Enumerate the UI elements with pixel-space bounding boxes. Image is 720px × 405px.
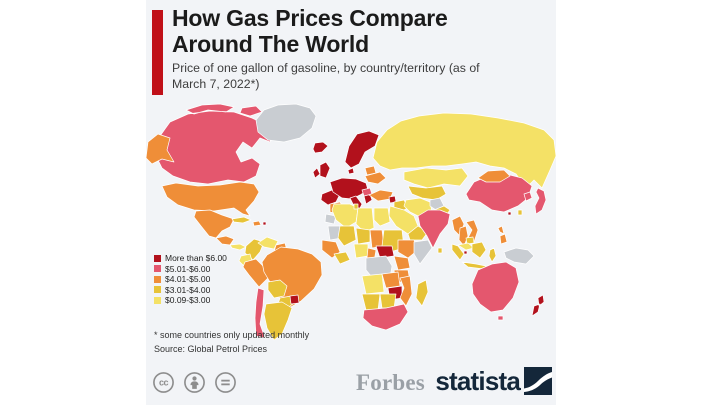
region-uk-ireland: United Kingdom / Ireland <box>312 161 331 179</box>
world-map-svg: RussiaKazakhstanCentral Asia CanadaAlaska… <box>146 103 556 341</box>
region-western-sahara: Western Sahara <box>324 213 337 225</box>
region-ghana-ivory-coast: Ghana / Ivory Coast <box>333 251 351 265</box>
region-canada: Canada <box>155 103 274 185</box>
region-guatemala-honduras: Guatemala / Honduras <box>215 235 235 246</box>
page-title: How Gas Prices Compare Around The World <box>172 5 448 58</box>
region-south-korea: South Korea <box>523 191 533 202</box>
legend-swatch <box>154 254 161 262</box>
legend-item-gt6: More than $6.00 <box>154 253 227 264</box>
region-new-zealand: New Zealand <box>531 294 545 317</box>
region-niger: Niger <box>355 227 371 245</box>
region-ukraine: Ukraine <box>364 171 387 185</box>
legend-label: More than $6.00 <box>165 253 227 263</box>
source-credit: Source: Global Petrol Prices <box>154 344 268 354</box>
region-algeria: Algeria <box>331 203 359 229</box>
legend-item-4to5: $4.01-$5.00 <box>154 274 227 285</box>
forbes-logo[interactable]: Forbes <box>356 370 425 395</box>
region-sumatra: Indonesia (Sumatra) <box>451 243 465 261</box>
region-bolivia: Bolivia <box>267 279 288 299</box>
region-sulawesi: Indonesia (Sulawesi) <box>488 247 497 263</box>
world-map: RussiaKazakhstanCentral Asia CanadaAlaska… <box>146 98 556 343</box>
legend-label: $4.01-$5.00 <box>165 274 211 284</box>
accent-bar <box>152 10 163 95</box>
region-sri-lanka: Sri Lanka <box>437 247 443 254</box>
legend-swatch <box>154 265 161 273</box>
region-scandinavia: Scandinavia <box>344 130 380 175</box>
legend-item-0to3: $0.09-$3.00 <box>154 295 227 306</box>
infographic-card: How Gas Prices Compare Around The World … <box>146 0 556 405</box>
footnote: * some countries only updated monthly <box>154 330 310 340</box>
legend-label: $3.01-$4.00 <box>165 284 211 295</box>
region-italy: Italy <box>349 195 363 211</box>
region-panama: Panama / Costa Rica <box>229 243 247 251</box>
legend-swatch <box>154 275 161 283</box>
statista-logo[interactable]: statista <box>435 367 552 395</box>
map-legend: More than $6.00 $5.01-$6.00 $4.01-$5.00 $3.… <box>154 253 227 306</box>
legend-label: $0.09-$3.00 <box>165 295 211 305</box>
region-cuba: Cuba <box>231 216 252 224</box>
svg-text:cc: cc <box>159 378 168 388</box>
region-nigeria: Nigeria <box>353 243 369 259</box>
region-somalia: Somalia <box>413 239 433 265</box>
region-kenya-uganda: Kenya / Uganda <box>393 255 411 271</box>
region-peru: Peru <box>242 258 269 288</box>
no-derivatives-icon[interactable] <box>214 371 237 394</box>
region-philippines: Philippines <box>497 225 508 245</box>
region-australia: Australia <box>471 261 520 313</box>
region-mali: Mali <box>337 225 357 247</box>
region-russia: Russia <box>372 112 556 189</box>
cc-icon[interactable]: cc <box>152 371 175 394</box>
region-taiwan: Taiwan <box>517 209 523 216</box>
legend-item-5to6: $5.01-$6.00 <box>154 264 227 275</box>
region-hong-kong: Hong Kong <box>507 211 512 216</box>
region-namibia: Namibia <box>361 293 381 311</box>
region-india: India <box>417 209 451 249</box>
region-new-guinea: Papua New Guinea <box>503 247 535 265</box>
region-mongolia: Mongolia <box>477 169 511 183</box>
region-south-africa: South Africa <box>362 303 409 331</box>
region-cambodia: Cambodia <box>465 236 475 245</box>
region-central-asia: Central Asia <box>407 185 447 201</box>
region-iceland: Iceland <box>312 141 329 154</box>
region-borneo: Indonesia (Borneo) <box>471 241 487 259</box>
page-subtitle: Price of one gallon of gasoline, by coun… <box>172 61 480 91</box>
region-madagascar: Madagascar <box>415 279 429 307</box>
region-japan: Japan <box>534 187 547 215</box>
region-alaska: Alaska (US) <box>146 133 175 165</box>
region-tunisia: Tunisia <box>353 203 359 210</box>
region-kazakhstan: Kazakhstan <box>403 167 469 189</box>
region-egypt: Egypt <box>373 207 391 227</box>
region-botswana: Botswana <box>379 293 397 309</box>
region-argentina: Argentina <box>263 301 293 341</box>
region-tasmania: Tasmania <box>497 315 504 321</box>
region-mozambique: Mozambique <box>399 275 413 307</box>
region-uruguay: Uruguay <box>289 294 300 305</box>
legend-item-3to4: $3.01-$4.00 <box>154 285 227 296</box>
region-caribbean: Lesser Antilles <box>262 221 267 226</box>
statista-mark-icon <box>524 367 552 395</box>
region-hispaniola: Hispaniola <box>252 220 262 227</box>
region-turkey: Turkey <box>368 189 394 202</box>
region-thailand: Thailand <box>458 225 469 247</box>
attribution-icon[interactable] <box>183 371 206 394</box>
region-mexico: Mexico <box>193 209 235 239</box>
region-ethiopia: Ethiopia <box>397 239 419 259</box>
statista-wordmark: statista <box>435 366 520 396</box>
region-chile: Chile <box>254 287 266 339</box>
license-icons: cc <box>152 371 237 394</box>
region-greenland: Greenland <box>255 103 317 143</box>
region-singapore: Singapore <box>463 250 468 255</box>
region-angola: Angola <box>361 273 385 295</box>
legend-swatch <box>154 296 161 304</box>
legend-swatch <box>154 286 161 294</box>
region-usa: United States <box>161 181 260 217</box>
legend-label: $5.01-$6.00 <box>165 263 211 274</box>
region-zambia: Zambia <box>381 271 401 289</box>
